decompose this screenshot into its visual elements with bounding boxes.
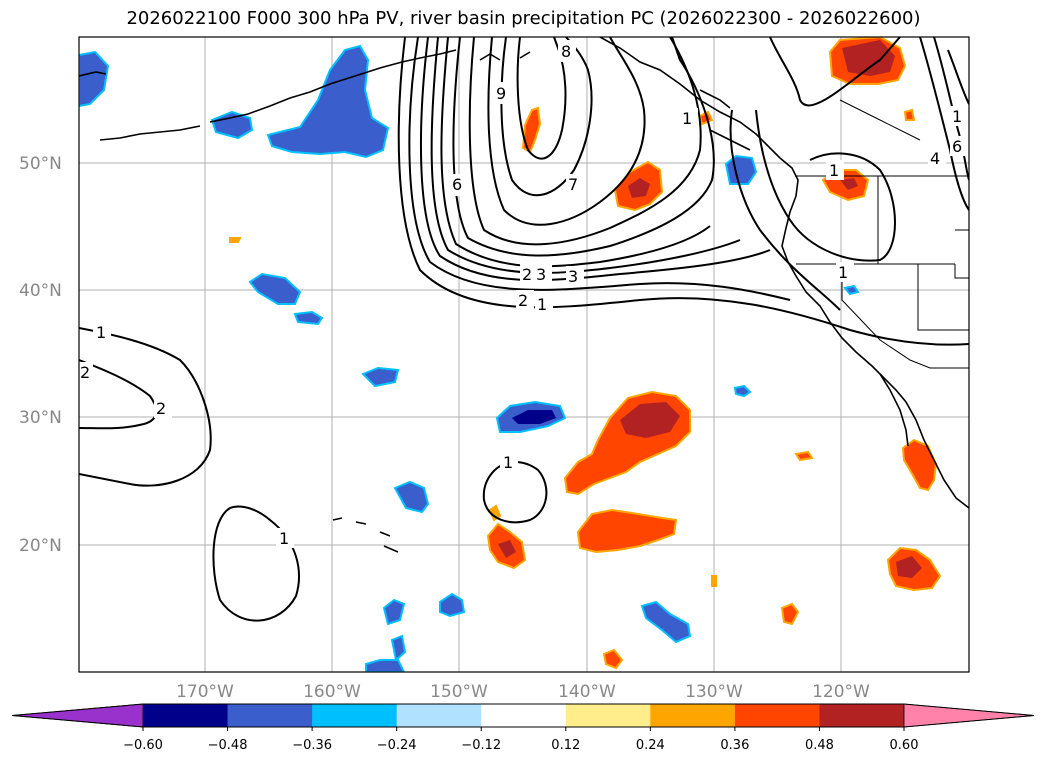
positive-area bbox=[620, 402, 680, 438]
colorbar-extend-high bbox=[903, 703, 1035, 728]
contour-label: 3 bbox=[568, 267, 578, 286]
contour-label: 1 bbox=[279, 529, 289, 548]
colorbar-segment bbox=[650, 704, 736, 727]
negative-area bbox=[210, 110, 254, 140]
positive-area bbox=[576, 508, 678, 554]
lon-label-160w: 160°W bbox=[303, 682, 361, 702]
colorbar-extend-low bbox=[11, 703, 144, 728]
positive-area bbox=[794, 450, 814, 462]
contour-label: 9 bbox=[496, 84, 506, 103]
negative-area bbox=[365, 659, 406, 672]
lon-label-150w: 150°W bbox=[430, 682, 488, 702]
political-borders bbox=[795, 99, 969, 369]
contour-label: 6 bbox=[452, 175, 462, 194]
positive-area bbox=[498, 540, 516, 558]
positive-area bbox=[903, 108, 916, 121]
colorbar-segment bbox=[396, 704, 482, 727]
positive-area bbox=[488, 504, 502, 522]
lat-label-40n: 40°N bbox=[19, 281, 62, 301]
contour-label: 3 bbox=[536, 265, 546, 284]
contour-label: 2 bbox=[80, 363, 90, 382]
colorbar-tick-label: 0.48 bbox=[805, 738, 834, 753]
contour-label: 1 bbox=[838, 263, 848, 282]
contour-label: 1 bbox=[96, 323, 106, 342]
contour-label: 1 bbox=[682, 109, 692, 128]
negative-area bbox=[843, 284, 860, 296]
positive-area bbox=[780, 602, 800, 626]
colorbar-segment bbox=[734, 704, 820, 727]
negative-area bbox=[79, 50, 110, 108]
colorbar: −0.60 −0.48 −0.36 −0.24 −0.12 0.12 0.24 0.36 0.4… bbox=[11, 703, 1035, 753]
colorbar-segment bbox=[819, 704, 905, 727]
colorbar-segment bbox=[481, 704, 567, 727]
negative-anomaly-areas bbox=[79, 44, 860, 672]
contour-label: 7 bbox=[568, 175, 578, 194]
negative-area bbox=[733, 384, 752, 398]
colorbar-tick-label: −0.60 bbox=[123, 738, 163, 753]
latitude-labels: 50°N 40°N 30°N 20°N bbox=[19, 154, 62, 556]
positive-area bbox=[521, 106, 542, 154]
contour-label: 1 bbox=[952, 107, 962, 126]
graticule bbox=[79, 37, 969, 672]
negative-area bbox=[724, 154, 758, 185]
map-frame bbox=[78, 36, 970, 673]
negative-area bbox=[248, 272, 302, 305]
lat-label-50n: 50°N bbox=[19, 154, 62, 174]
negative-area bbox=[293, 310, 324, 326]
lat-label-30n: 30°N bbox=[19, 408, 62, 428]
colorbar-segment bbox=[565, 704, 651, 727]
lon-label-170w: 170°W bbox=[176, 682, 234, 702]
positive-area bbox=[901, 438, 938, 492]
colorbar-segment bbox=[227, 704, 313, 727]
coastlines bbox=[79, 37, 969, 553]
pv-contours bbox=[79, 37, 969, 622]
colorbar-tick-label: 0.12 bbox=[551, 738, 580, 753]
negative-area bbox=[382, 598, 406, 626]
colorbar-tick-label: −0.12 bbox=[461, 738, 501, 753]
longitude-labels: 170°W 160°W 150°W 140°W 130°W 120°W bbox=[176, 682, 870, 702]
negative-area bbox=[512, 410, 556, 424]
negative-area bbox=[390, 634, 407, 662]
colorbar-tick-label: −0.48 bbox=[208, 738, 248, 753]
colorbar-segment bbox=[143, 704, 229, 727]
map-title: 2026022100 F000 300 hPa PV, river basin … bbox=[126, 8, 921, 29]
positive-area bbox=[602, 648, 624, 670]
contour-label: 6 bbox=[952, 137, 962, 156]
positive-area bbox=[711, 575, 717, 587]
positive-area bbox=[842, 40, 895, 76]
contour-label: 2 bbox=[518, 291, 528, 310]
lat-label-20n: 20°N bbox=[19, 536, 62, 556]
lon-label-120w: 120°W bbox=[812, 682, 870, 702]
negative-area bbox=[393, 480, 430, 514]
positive-area bbox=[896, 556, 922, 578]
contour-label: 2 bbox=[522, 265, 532, 284]
negative-area bbox=[361, 366, 400, 388]
negative-area bbox=[266, 44, 390, 159]
contour-label: 4 bbox=[930, 149, 940, 168]
negative-area bbox=[439, 592, 466, 618]
contour-label: 2 bbox=[156, 399, 166, 418]
colorbar-tick-label: −0.36 bbox=[292, 738, 332, 753]
colorbar-segment bbox=[312, 704, 398, 727]
positive-area bbox=[229, 237, 242, 243]
colorbar-tick-label: 0.36 bbox=[720, 738, 749, 753]
contour-label: 1 bbox=[537, 295, 547, 314]
negative-area bbox=[640, 600, 692, 644]
contour-label: 1 bbox=[503, 453, 513, 472]
positive-area bbox=[840, 178, 858, 190]
pv-contour-labels: 1 2 8 9 6 7 1 4 6 3 2 2 3 1 1 1 2 1 1 1 bbox=[79, 40, 968, 548]
positive-anomaly-areas bbox=[229, 37, 942, 670]
colorbar-tick-label: −0.24 bbox=[377, 738, 417, 753]
colorbar-tick-label: 0.24 bbox=[636, 738, 665, 753]
contour-label: 1 bbox=[829, 161, 839, 180]
lon-label-130w: 130°W bbox=[685, 682, 743, 702]
positive-area bbox=[628, 178, 650, 198]
lon-label-140w: 140°W bbox=[558, 682, 616, 702]
contour-label: 8 bbox=[561, 42, 571, 61]
colorbar-tick-label: 0.60 bbox=[890, 738, 919, 753]
